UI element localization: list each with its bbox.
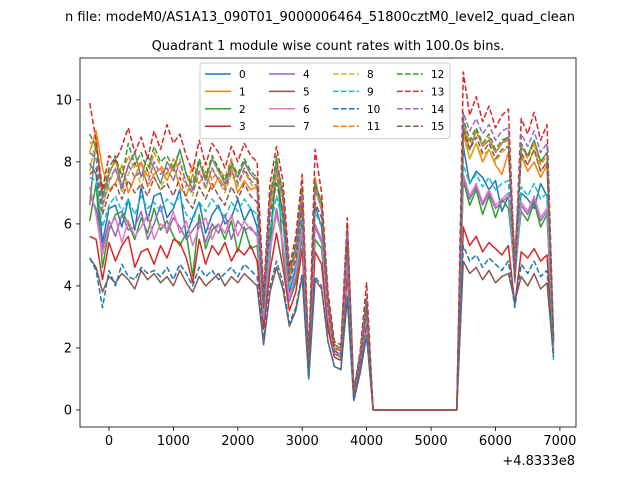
x-tick-label: 1000 bbox=[157, 434, 190, 449]
series-line-3 bbox=[89, 226, 555, 411]
series-line-6 bbox=[88, 173, 555, 411]
legend-label-9: 9 bbox=[367, 86, 374, 98]
series-line-10 bbox=[89, 244, 555, 411]
y-tick-label: 2 bbox=[64, 341, 72, 356]
figure-suptitle: n file: modeM0/AS1A13_090T01_9000006464_… bbox=[65, 10, 575, 25]
legend-label-3: 3 bbox=[239, 121, 246, 133]
y-tick-label: 0 bbox=[64, 403, 72, 418]
x-tick-label: 0 bbox=[105, 434, 113, 449]
x-tick-label: 4000 bbox=[350, 434, 383, 449]
legend-label-0: 0 bbox=[239, 69, 246, 81]
legend-frame bbox=[199, 62, 451, 140]
series-line-8 bbox=[88, 136, 555, 411]
legend-label-6: 6 bbox=[303, 104, 310, 116]
chart-title: Quadrant 1 module wise count rates with … bbox=[152, 39, 505, 54]
x-tick-label: 3000 bbox=[286, 434, 319, 449]
legend-label-11: 11 bbox=[367, 121, 380, 133]
legend-label-10: 10 bbox=[367, 104, 380, 116]
legend-label-12: 12 bbox=[431, 69, 444, 81]
x-tick-label: 5000 bbox=[415, 434, 448, 449]
legend-label-15: 15 bbox=[431, 121, 444, 133]
legend-label-2: 2 bbox=[239, 104, 246, 116]
x-tick-label: 6000 bbox=[479, 434, 512, 449]
x-offset-label: +4.8333e8 bbox=[502, 454, 575, 469]
series-line-9 bbox=[89, 164, 555, 411]
y-tick-label: 8 bbox=[64, 155, 72, 170]
x-tick-label: 2000 bbox=[221, 434, 254, 449]
x-tick-label: 7000 bbox=[543, 434, 576, 449]
legend-label-1: 1 bbox=[239, 86, 246, 98]
legend-label-8: 8 bbox=[367, 69, 374, 81]
y-tick-label: 6 bbox=[64, 217, 72, 232]
series-line-13 bbox=[88, 71, 555, 411]
legend-label-7: 7 bbox=[303, 121, 310, 133]
y-tick-label: 10 bbox=[55, 93, 72, 108]
series-group bbox=[88, 71, 555, 411]
y-tick-label: 4 bbox=[64, 279, 72, 294]
legend-label-5: 5 bbox=[303, 86, 310, 98]
series-line-5 bbox=[89, 257, 555, 411]
series-line-15 bbox=[89, 130, 555, 411]
legend-label-13: 13 bbox=[431, 86, 444, 98]
legend-label-4: 4 bbox=[303, 69, 310, 81]
plot-frame bbox=[79, 57, 577, 428]
series-line-14 bbox=[89, 111, 555, 411]
series-line-12 bbox=[89, 117, 555, 411]
legend-label-14: 14 bbox=[431, 104, 445, 116]
